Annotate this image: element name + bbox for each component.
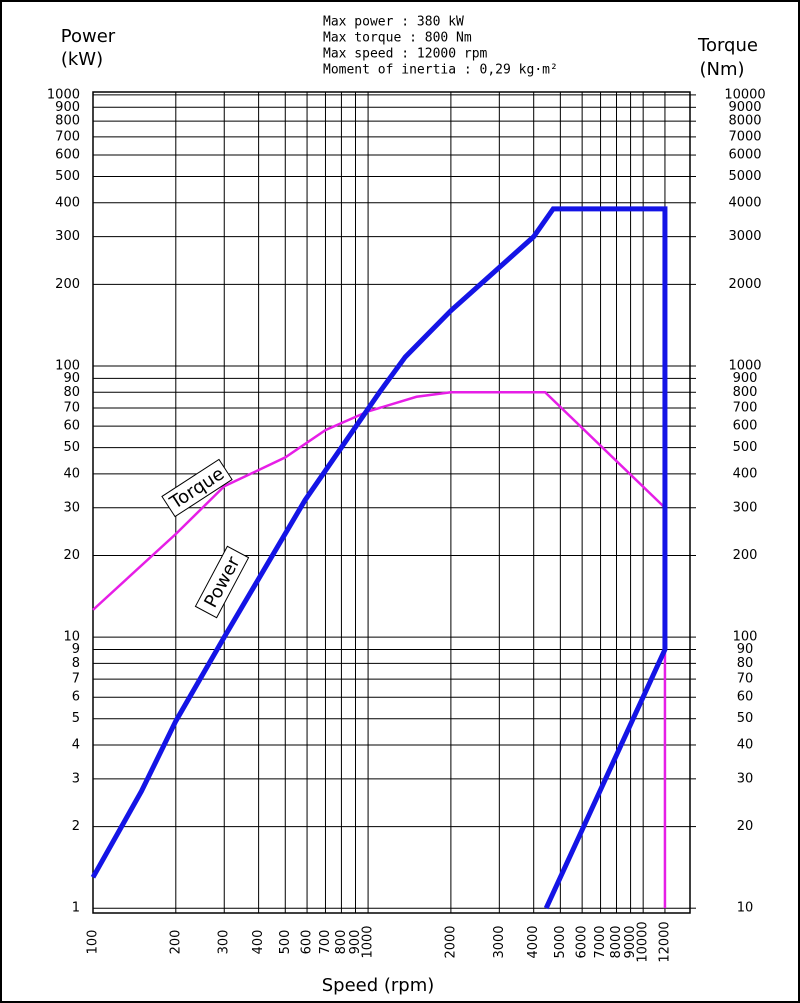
y2-tick-label: 500 bbox=[733, 440, 758, 455]
x-tick-label: 500 bbox=[278, 930, 293, 955]
y-tick-label: 90 bbox=[63, 371, 80, 386]
y-tick-label: 7 bbox=[72, 672, 80, 687]
title-line: Max power : 380 kW bbox=[323, 15, 464, 30]
y2-tick-label: 70 bbox=[737, 672, 754, 687]
y-tick-label: 5 bbox=[72, 711, 80, 726]
y-label: Power bbox=[61, 26, 116, 47]
x-tick-label: 4000 bbox=[526, 925, 541, 958]
y2-tick-label: 50 bbox=[737, 711, 754, 726]
x-tick-label: 400 bbox=[251, 930, 266, 955]
x-tick-label: 300 bbox=[217, 930, 232, 955]
y-tick-label: 40 bbox=[63, 466, 80, 481]
y2-tick-label: 80 bbox=[737, 656, 754, 671]
annotation-box bbox=[194, 545, 250, 619]
y2-tick-label: 60 bbox=[737, 690, 754, 705]
y2-tick-label: 9000 bbox=[728, 100, 761, 115]
title-line: Max speed : 12000 rpm bbox=[323, 47, 488, 62]
y-tick-label: 100 bbox=[55, 359, 80, 374]
y2-tick-label: 3000 bbox=[728, 229, 761, 244]
y2-tick-label: 200 bbox=[733, 548, 758, 563]
y2-tick-label: 8000 bbox=[728, 114, 761, 129]
y2-label: Torque bbox=[697, 35, 758, 56]
y2-tick-label: 300 bbox=[733, 500, 758, 515]
y-tick-label: 4 bbox=[72, 737, 80, 752]
y2-label: (Nm) bbox=[699, 59, 744, 80]
y-tick-label: 10 bbox=[63, 630, 80, 645]
x-tick-label: 10000 bbox=[636, 921, 651, 962]
y2-tick-label: 10 bbox=[737, 901, 754, 916]
y-tick-label: 8 bbox=[72, 656, 80, 671]
title-line: Max torque : 800 Nm bbox=[323, 31, 472, 46]
x-tick-label: 8000 bbox=[609, 925, 624, 958]
x-tick-label: 900 bbox=[348, 930, 363, 955]
x-tick-label: 2000 bbox=[443, 925, 458, 958]
y2-tick-label: 400 bbox=[733, 466, 758, 481]
y-tick-label: 80 bbox=[63, 385, 80, 400]
y-tick-label: 200 bbox=[55, 277, 80, 292]
y2-tick-label: 800 bbox=[733, 385, 758, 400]
y-tick-label: 30 bbox=[63, 500, 80, 515]
x-tick-label: 6000 bbox=[575, 925, 590, 958]
y-tick-label: 2 bbox=[72, 819, 80, 834]
y2-tick-label: 7000 bbox=[728, 129, 761, 144]
y-label: (kW) bbox=[61, 49, 103, 70]
y2-tick-label: 10000 bbox=[724, 87, 765, 102]
series-line bbox=[90, 206, 668, 910]
y-tick-label: 20 bbox=[63, 548, 80, 563]
y-tick-label: 700 bbox=[55, 129, 80, 144]
y-tick-label: 50 bbox=[63, 440, 80, 455]
y2-tick-label: 30 bbox=[737, 771, 754, 786]
y-tick-label: 9 bbox=[72, 642, 80, 657]
y-tick-label: 900 bbox=[55, 100, 80, 115]
y-tick-label: 70 bbox=[63, 400, 80, 415]
y2-tick-label: 6000 bbox=[728, 148, 761, 163]
x-tick-label: 5000 bbox=[553, 925, 568, 958]
y-tick-label: 800 bbox=[55, 114, 80, 129]
y-tick-label: 1 bbox=[72, 901, 80, 916]
title-line: Moment of inertia : 0,29 kg·m² bbox=[323, 63, 558, 78]
y2-tick-label: 4000 bbox=[728, 195, 761, 210]
x-tick-label: 200 bbox=[168, 930, 183, 955]
x-tick-label: 100 bbox=[86, 930, 101, 955]
y2-tick-label: 100 bbox=[733, 630, 758, 645]
y2-tick-label: 20 bbox=[737, 819, 754, 834]
y2-tick-label: 2000 bbox=[728, 277, 761, 292]
x-tick-label: 3000 bbox=[492, 925, 507, 958]
x-tick-label: 700 bbox=[318, 930, 333, 955]
y-tick-label: 3 bbox=[72, 771, 80, 786]
x-tick-label: 800 bbox=[334, 930, 349, 955]
x-tick-label: 12000 bbox=[657, 921, 672, 962]
x-tick-label: 600 bbox=[300, 930, 315, 955]
y-tick-label: 600 bbox=[55, 148, 80, 163]
y2-tick-label: 90 bbox=[737, 642, 754, 657]
y2-tick-label: 900 bbox=[733, 371, 758, 386]
y2-tick-label: 1000 bbox=[728, 359, 761, 374]
x-tick-label: 9000 bbox=[623, 925, 638, 958]
y-tick-label: 400 bbox=[55, 195, 80, 210]
y2-tick-label: 40 bbox=[737, 737, 754, 752]
y-tick-label: 1000 bbox=[47, 87, 80, 102]
y-tick-label: 6 bbox=[72, 690, 80, 705]
y-tick-label: 300 bbox=[55, 229, 80, 244]
y2-tick-label: 600 bbox=[733, 419, 758, 434]
y-tick-label: 60 bbox=[63, 419, 80, 434]
y-tick-label: 500 bbox=[55, 169, 80, 184]
x-tick-label: 7000 bbox=[593, 925, 608, 958]
annotation-text: Power bbox=[200, 553, 244, 611]
annotation-box bbox=[161, 458, 233, 518]
x-label: Speed (rpm) bbox=[322, 975, 435, 996]
x-tick-label: 1000 bbox=[361, 925, 376, 958]
y2-tick-label: 5000 bbox=[728, 169, 761, 184]
y2-tick-label: 700 bbox=[733, 400, 758, 415]
